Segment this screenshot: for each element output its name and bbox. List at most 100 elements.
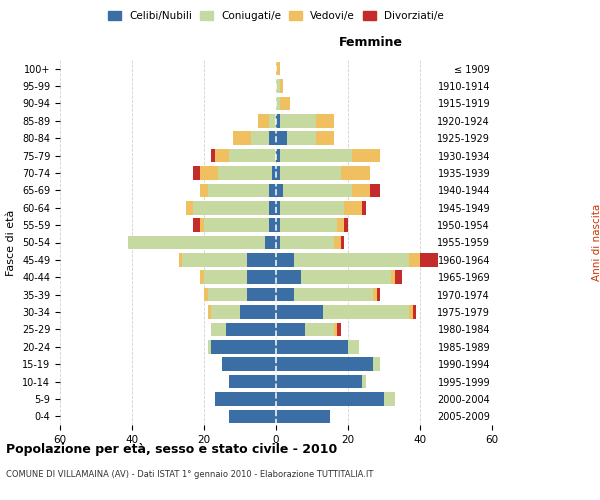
Bar bbox=[276, 218, 280, 232]
Bar bbox=[348, 340, 359, 353]
Bar bbox=[215, 392, 276, 406]
Bar bbox=[179, 253, 182, 266]
Bar bbox=[276, 375, 362, 388]
Bar bbox=[128, 236, 265, 250]
Bar bbox=[269, 184, 276, 197]
Bar bbox=[352, 149, 380, 162]
Bar bbox=[377, 288, 380, 302]
Bar bbox=[362, 201, 366, 214]
Bar bbox=[276, 236, 280, 250]
Bar bbox=[341, 166, 370, 180]
Bar bbox=[193, 166, 200, 180]
Bar bbox=[294, 253, 409, 266]
Bar bbox=[215, 149, 229, 162]
Bar bbox=[409, 253, 420, 266]
Bar bbox=[258, 114, 269, 128]
Bar bbox=[208, 184, 269, 197]
Bar bbox=[208, 340, 211, 353]
Text: Anni di nascita: Anni di nascita bbox=[592, 204, 600, 281]
Bar bbox=[276, 96, 280, 110]
Bar bbox=[280, 114, 316, 128]
Bar bbox=[276, 114, 280, 128]
Bar bbox=[276, 253, 294, 266]
Bar bbox=[276, 201, 280, 214]
Text: Popolazione per età, sesso e stato civile - 2010: Popolazione per età, sesso e stato civil… bbox=[6, 442, 337, 456]
Bar bbox=[280, 96, 290, 110]
Bar bbox=[341, 236, 344, 250]
Bar bbox=[204, 288, 208, 302]
Legend: Celibi/Nubili, Coniugati/e, Vedovi/e, Divorziati/e: Celibi/Nubili, Coniugati/e, Vedovi/e, Di… bbox=[105, 8, 447, 24]
Bar bbox=[276, 184, 283, 197]
Bar bbox=[208, 305, 211, 319]
Bar bbox=[276, 392, 384, 406]
Bar bbox=[269, 201, 276, 214]
Bar bbox=[395, 270, 402, 284]
Bar bbox=[344, 218, 348, 232]
Bar bbox=[280, 149, 352, 162]
Bar bbox=[337, 218, 344, 232]
Bar bbox=[301, 270, 391, 284]
Bar bbox=[265, 236, 276, 250]
Bar bbox=[182, 253, 247, 266]
Bar bbox=[276, 270, 301, 284]
Bar bbox=[200, 218, 204, 232]
Bar bbox=[226, 322, 276, 336]
Bar bbox=[323, 305, 409, 319]
Bar bbox=[204, 270, 247, 284]
Bar bbox=[247, 253, 276, 266]
Bar bbox=[373, 288, 377, 302]
Bar bbox=[233, 132, 251, 145]
Bar bbox=[280, 201, 344, 214]
Bar bbox=[200, 184, 208, 197]
Bar bbox=[352, 184, 370, 197]
Bar bbox=[337, 322, 341, 336]
Bar bbox=[193, 218, 200, 232]
Bar bbox=[391, 270, 395, 284]
Bar bbox=[276, 149, 280, 162]
Bar bbox=[229, 375, 276, 388]
Bar bbox=[276, 62, 280, 76]
Bar bbox=[420, 253, 438, 266]
Bar bbox=[240, 305, 276, 319]
Bar bbox=[218, 166, 272, 180]
Bar bbox=[305, 322, 334, 336]
Bar bbox=[229, 149, 276, 162]
Bar bbox=[211, 149, 215, 162]
Bar bbox=[334, 236, 341, 250]
Bar bbox=[211, 305, 240, 319]
Bar bbox=[276, 166, 280, 180]
Y-axis label: Fasce di età: Fasce di età bbox=[7, 210, 16, 276]
Bar bbox=[211, 340, 276, 353]
Bar bbox=[316, 132, 334, 145]
Bar bbox=[344, 201, 362, 214]
Bar bbox=[276, 340, 348, 353]
Bar bbox=[193, 201, 269, 214]
Bar bbox=[251, 132, 269, 145]
Bar bbox=[283, 184, 352, 197]
Bar bbox=[280, 218, 337, 232]
Bar bbox=[362, 375, 366, 388]
Bar bbox=[272, 166, 276, 180]
Bar bbox=[334, 322, 337, 336]
Bar bbox=[208, 288, 247, 302]
Bar bbox=[276, 322, 305, 336]
Text: COMUNE DI VILLAMAINA (AV) - Dati ISTAT 1° gennaio 2010 - Elaborazione TUTTITALIA: COMUNE DI VILLAMAINA (AV) - Dati ISTAT 1… bbox=[6, 470, 373, 479]
Bar bbox=[316, 114, 334, 128]
Bar bbox=[211, 322, 226, 336]
Bar bbox=[276, 80, 280, 93]
Bar bbox=[409, 305, 413, 319]
Bar bbox=[370, 184, 380, 197]
Bar bbox=[280, 236, 334, 250]
Bar bbox=[276, 358, 373, 371]
Bar bbox=[384, 392, 395, 406]
Bar bbox=[276, 305, 323, 319]
Bar bbox=[200, 166, 218, 180]
Bar bbox=[186, 201, 193, 214]
Bar bbox=[222, 358, 276, 371]
Bar bbox=[269, 114, 276, 128]
Bar bbox=[269, 132, 276, 145]
Bar bbox=[280, 166, 341, 180]
Bar bbox=[247, 270, 276, 284]
Bar bbox=[229, 410, 276, 423]
Bar bbox=[247, 288, 276, 302]
